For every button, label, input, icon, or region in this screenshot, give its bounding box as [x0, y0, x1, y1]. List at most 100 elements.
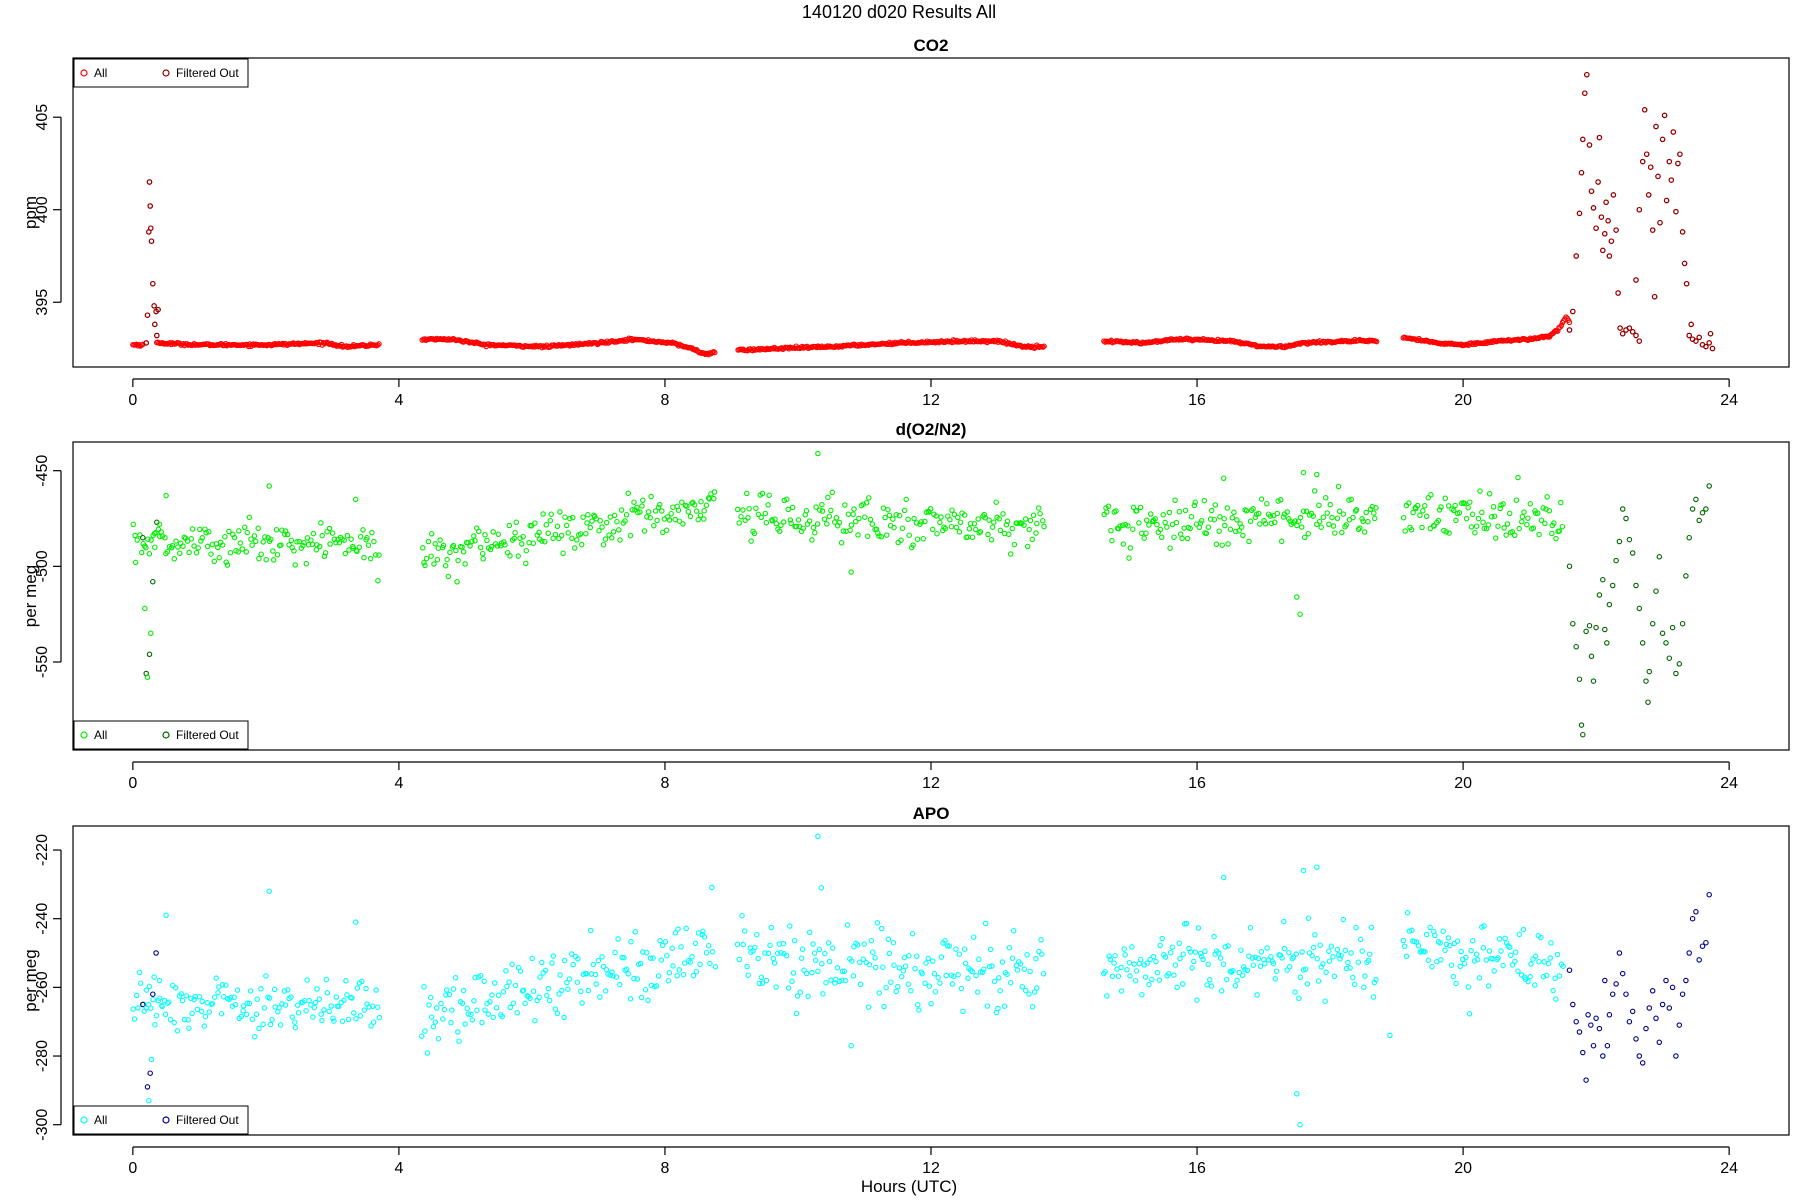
data-point [616, 527, 622, 533]
data-point [697, 961, 703, 968]
data-point [984, 1003, 991, 1009]
data-point [1216, 528, 1222, 534]
data-point [479, 1019, 485, 1026]
data-point [540, 343, 546, 349]
data-point [1512, 958, 1518, 965]
data-point [1111, 960, 1117, 966]
data-point [528, 523, 535, 529]
data-point [1228, 969, 1235, 975]
data-point [1107, 956, 1114, 963]
data-point [1339, 529, 1345, 536]
data-point [1212, 951, 1218, 957]
y-tick-label: -450 [34, 455, 51, 487]
data-point [219, 542, 226, 548]
data-point [211, 994, 218, 1000]
data-point [1490, 504, 1497, 510]
data-point [1553, 535, 1559, 542]
filtered-point [1603, 199, 1609, 206]
data-point [216, 554, 222, 561]
data-point [360, 527, 366, 533]
data-point [148, 537, 154, 543]
data-point [246, 514, 253, 521]
data-point [1526, 336, 1532, 343]
data-point [970, 934, 977, 940]
data-point [532, 520, 538, 526]
data-point [881, 1003, 887, 1010]
data-point [1480, 519, 1486, 526]
data-point [263, 556, 269, 563]
data-point [1292, 518, 1298, 524]
data-point [479, 550, 486, 557]
data-point [956, 529, 963, 535]
data-point [905, 981, 912, 987]
data-point [825, 940, 832, 946]
data-point [1147, 956, 1153, 963]
data-point [641, 528, 648, 534]
data-point [1348, 496, 1355, 503]
legend-label-filtered: Filtered Out [176, 728, 239, 742]
data-point [171, 1019, 177, 1026]
data-point [465, 338, 471, 345]
data-point [476, 528, 482, 535]
data-point [987, 946, 994, 953]
data-point [1248, 507, 1255, 514]
data-point [787, 923, 793, 929]
data-point [1171, 534, 1177, 540]
data-point [319, 1017, 325, 1024]
filtered-point [153, 950, 159, 956]
data-point [132, 532, 138, 539]
data-point [911, 515, 917, 522]
data-point [159, 1003, 165, 1010]
data-point [965, 975, 971, 982]
data-point [1458, 948, 1464, 955]
data-point [607, 514, 614, 520]
data-point [1167, 949, 1174, 956]
data-point [579, 1000, 585, 1006]
filtered-point [1686, 332, 1692, 339]
data-point [642, 986, 649, 993]
data-point [701, 508, 707, 514]
data-point [1195, 925, 1202, 931]
data-point [937, 980, 943, 986]
data-point [1553, 996, 1559, 1002]
data-point [967, 520, 974, 527]
data-point [198, 538, 204, 544]
data-point [888, 979, 894, 985]
data-point [734, 941, 741, 948]
data-point [243, 1011, 250, 1018]
data-point [836, 519, 843, 526]
data-point [143, 987, 150, 993]
data-point [1335, 483, 1342, 490]
data-point [847, 527, 853, 534]
data-point [922, 980, 928, 987]
data-point [1009, 525, 1016, 532]
data-point [318, 520, 324, 526]
filtered-point [1706, 340, 1712, 346]
data-point [1224, 505, 1231, 511]
filtered-point [156, 977, 163, 984]
y-tick-label: -260 [34, 971, 51, 1003]
data-point [1530, 525, 1537, 531]
data-point [1481, 923, 1487, 929]
data-point [664, 953, 670, 959]
data-point [1122, 952, 1128, 958]
data-point [1312, 932, 1318, 938]
data-point [678, 944, 684, 950]
data-point [852, 518, 859, 525]
data-point [215, 544, 221, 551]
data-point [1031, 989, 1038, 995]
data-point [354, 985, 361, 991]
data-point [244, 1000, 251, 1007]
data-point [1465, 504, 1471, 511]
data-point [474, 1007, 480, 1014]
filtered-point [1580, 136, 1586, 143]
filtered-point [142, 605, 148, 612]
data-point [357, 1013, 364, 1019]
data-point [701, 934, 708, 940]
data-point [663, 527, 670, 534]
data-point [375, 577, 381, 584]
data-point [861, 941, 867, 947]
data-point [580, 514, 586, 520]
data-point [901, 954, 908, 961]
filtered-point [155, 306, 161, 313]
